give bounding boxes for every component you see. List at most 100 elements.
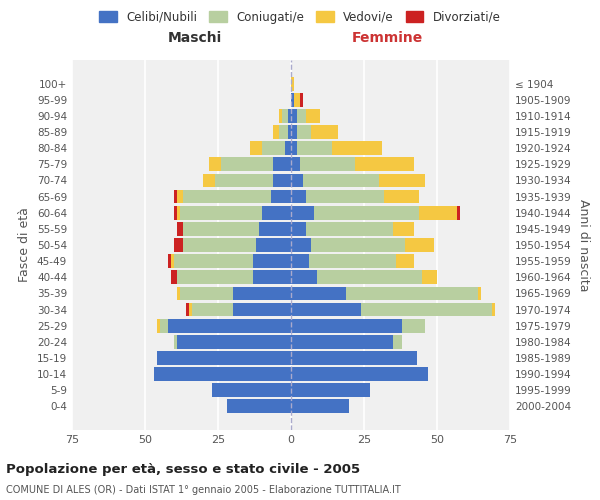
Bar (274, 158, 291, 171)
Bar (291, 319, 402, 332)
Bar (221, 158, 274, 171)
Bar (262, 206, 291, 220)
Bar (274, 125, 280, 139)
Bar (177, 190, 183, 203)
Bar (305, 222, 393, 235)
Bar (177, 286, 180, 300)
Bar (297, 109, 305, 123)
Bar (174, 238, 183, 252)
Bar (311, 125, 338, 139)
Bar (253, 270, 291, 284)
Bar (291, 286, 346, 300)
Bar (183, 238, 256, 252)
Bar (171, 254, 174, 268)
Bar (157, 319, 160, 332)
Y-axis label: Anni di nascita: Anni di nascita (577, 198, 590, 291)
Y-axis label: Fasce di età: Fasce di età (19, 208, 31, 282)
Bar (385, 190, 419, 203)
Bar (177, 270, 253, 284)
Bar (280, 125, 288, 139)
Bar (271, 190, 291, 203)
Bar (291, 190, 305, 203)
Bar (297, 142, 332, 155)
Bar (177, 206, 180, 220)
Bar (317, 270, 422, 284)
Bar (169, 254, 171, 268)
Bar (256, 238, 291, 252)
Bar (302, 174, 379, 188)
Bar (171, 270, 177, 284)
Bar (291, 142, 297, 155)
Legend: Celibi/Nubili, Coniugati/e, Vedovi/e, Divorziati/e: Celibi/Nubili, Coniugati/e, Vedovi/e, Di… (95, 6, 505, 28)
Bar (157, 351, 291, 365)
Bar (311, 238, 405, 252)
Bar (294, 93, 300, 106)
Text: Popolazione per età, sesso e stato civile - 2005: Popolazione per età, sesso e stato civil… (6, 462, 360, 475)
Text: Maschi: Maschi (167, 31, 222, 45)
Bar (180, 206, 262, 220)
Bar (291, 125, 297, 139)
Bar (305, 190, 385, 203)
Bar (361, 302, 493, 316)
Bar (280, 109, 282, 123)
Bar (291, 222, 305, 235)
Bar (393, 335, 402, 348)
Bar (291, 238, 311, 252)
Bar (291, 302, 361, 316)
Bar (160, 319, 169, 332)
Bar (183, 190, 271, 203)
Bar (169, 319, 291, 332)
Bar (189, 302, 192, 316)
Bar (332, 142, 382, 155)
Bar (174, 335, 177, 348)
Bar (212, 384, 291, 397)
Bar (291, 158, 300, 171)
Bar (250, 142, 262, 155)
Bar (478, 286, 481, 300)
Bar (180, 286, 233, 300)
Bar (300, 158, 355, 171)
Bar (285, 142, 291, 155)
Bar (291, 351, 416, 365)
Bar (174, 254, 253, 268)
Bar (291, 400, 349, 413)
Bar (291, 109, 297, 123)
Bar (209, 158, 221, 171)
Bar (177, 222, 183, 235)
Bar (253, 254, 291, 268)
Text: Femmine: Femmine (352, 31, 423, 45)
Bar (291, 384, 370, 397)
Bar (402, 319, 425, 332)
Bar (346, 286, 478, 300)
Bar (422, 270, 437, 284)
Bar (288, 125, 291, 139)
Bar (288, 109, 291, 123)
Bar (282, 109, 288, 123)
Bar (314, 206, 419, 220)
Text: COMUNE DI ALES (OR) - Dati ISTAT 1° gennaio 2005 - Elaborazione TUTTITALIA.IT: COMUNE DI ALES (OR) - Dati ISTAT 1° genn… (6, 485, 401, 495)
Bar (174, 206, 177, 220)
Bar (262, 142, 285, 155)
Bar (291, 174, 302, 188)
Bar (291, 335, 393, 348)
Bar (396, 254, 413, 268)
Bar (186, 302, 189, 316)
Bar (305, 109, 320, 123)
Bar (291, 270, 317, 284)
Bar (233, 302, 291, 316)
Bar (291, 367, 428, 381)
Bar (174, 190, 177, 203)
Bar (355, 158, 413, 171)
Bar (300, 93, 302, 106)
Bar (419, 206, 457, 220)
Bar (297, 125, 311, 139)
Bar (457, 206, 460, 220)
Bar (291, 254, 308, 268)
Bar (393, 222, 413, 235)
Bar (215, 174, 274, 188)
Bar (291, 206, 314, 220)
Bar (183, 222, 259, 235)
Bar (405, 238, 434, 252)
Bar (274, 174, 291, 188)
Bar (493, 302, 496, 316)
